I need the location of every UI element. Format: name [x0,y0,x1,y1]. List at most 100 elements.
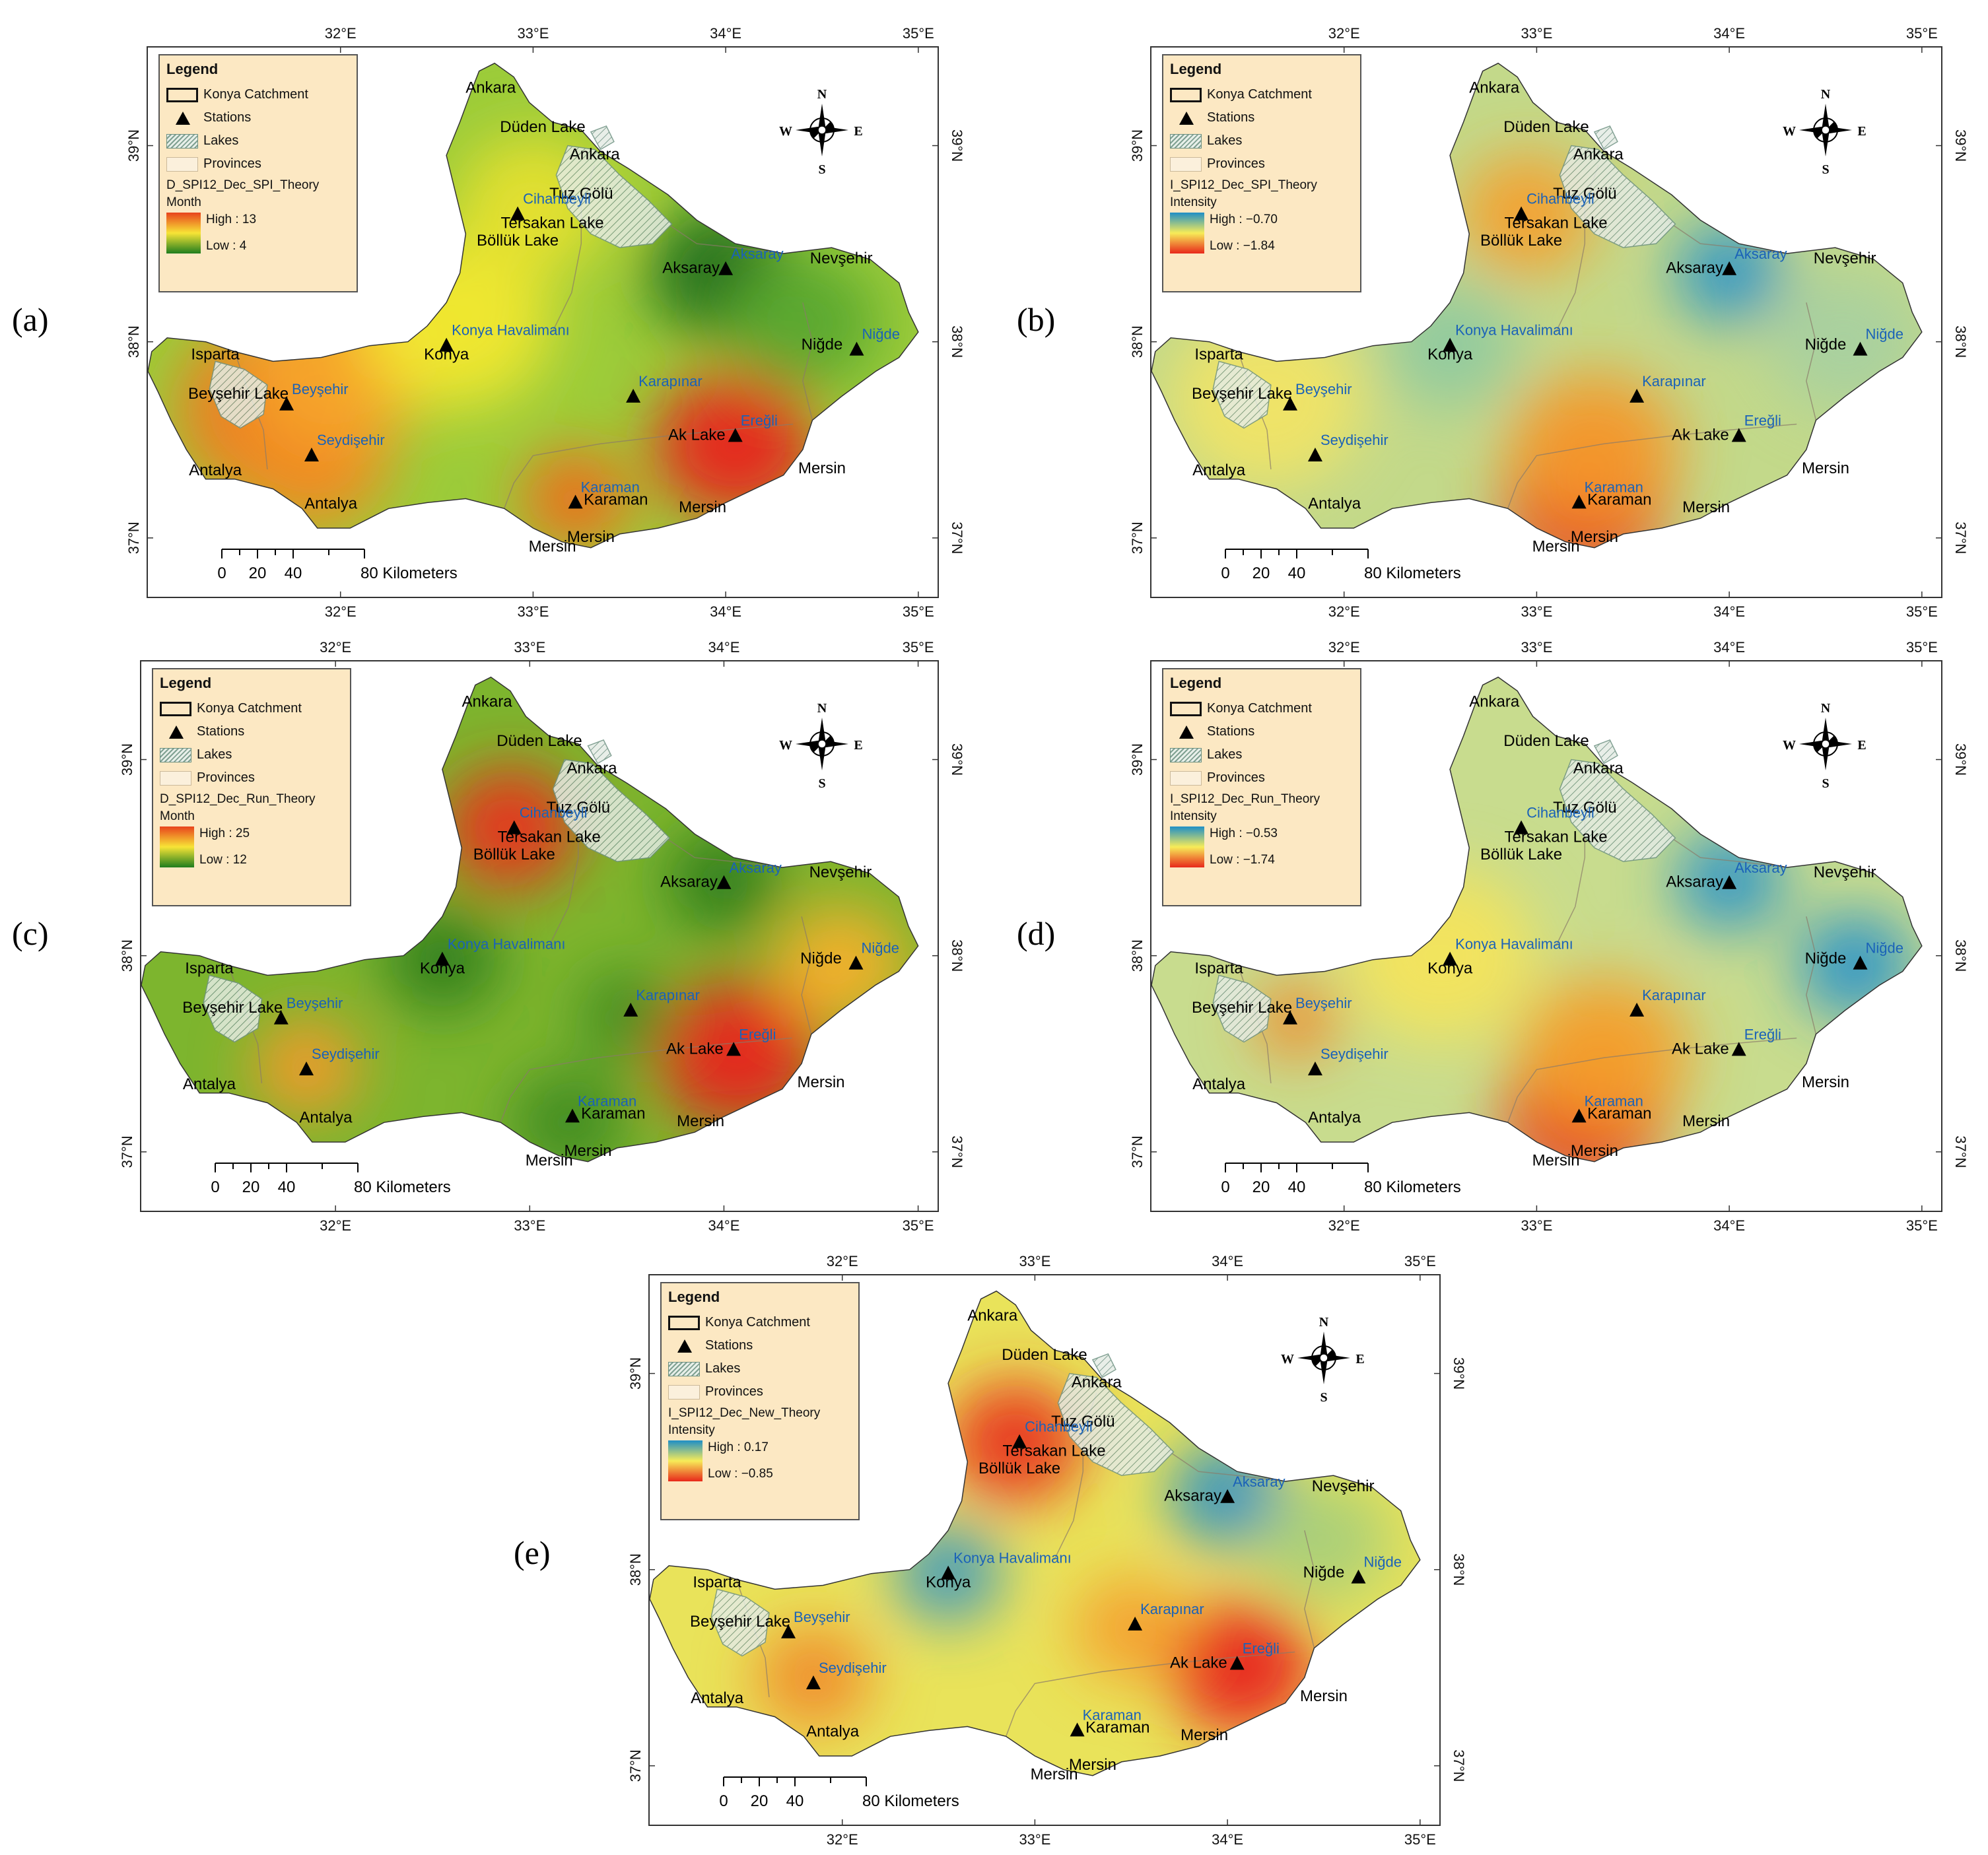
lon-tick-top: 32°E [1328,25,1360,42]
scale-label: 80 Kilometers [360,564,458,582]
place-label: Antalya [304,494,358,512]
panel-label-d: (d) [1017,915,1056,952]
station-label: Beyşehir [1295,381,1352,397]
station-marker[interactable] [1283,396,1298,411]
station-label: Beyşehir [287,995,343,1011]
station-marker[interactable] [941,1565,956,1580]
station-marker[interactable] [1443,337,1458,352]
legend-lakes: Lakes [166,129,350,152]
station-label: Seydişehir [1320,432,1388,448]
station-marker[interactable] [1220,1489,1235,1503]
surface-blob [1507,372,1682,528]
station-marker[interactable] [1722,261,1737,275]
station-marker[interactable] [1722,875,1737,889]
station-marker[interactable] [565,1108,580,1123]
legend-lakes: Lakes [1170,743,1354,766]
place-label: Mersin [1571,1142,1618,1160]
station-marker[interactable] [1012,1434,1027,1448]
compass-s: S [1822,776,1829,791]
station-marker[interactable] [1443,951,1458,966]
station-marker[interactable] [1629,388,1645,403]
station-marker[interactable] [568,494,583,509]
place-label: Mersin [1571,528,1618,546]
station-marker[interactable] [1307,1062,1322,1076]
station-marker[interactable] [434,951,450,966]
scale-bar: 0 20 40 80 Kilometers [217,549,458,582]
duden-lake [1593,125,1618,151]
scale-label: 0 [719,1792,728,1810]
station-marker[interactable] [728,428,743,442]
lon-tick-bottom: 35°E [903,1217,934,1234]
station-marker[interactable] [626,388,641,403]
station-label: Cihanbeyli [1526,191,1594,207]
lon-tick-top: 32°E [320,639,351,656]
scale-label: 80 Kilometers [1364,1178,1461,1196]
station-marker[interactable] [439,337,454,352]
station-marker[interactable] [1070,1722,1085,1737]
color-ramp [668,1440,703,1481]
place-label: Aksaray [1666,873,1723,891]
station-marker[interactable] [1629,1002,1645,1017]
triangle-icon [160,725,191,739]
station-marker[interactable] [1351,1569,1366,1584]
place-label: Mersin [1682,498,1730,516]
legend-stations: Stations [160,720,343,743]
station-marker[interactable] [623,1002,638,1017]
station-label: Cihanbeyli [523,191,591,207]
legend-box: Legend Konya Catchment Stations Lakes Pr… [660,1282,860,1520]
legend-unit: Intensity [668,1423,715,1437]
station-marker[interactable] [1731,428,1746,442]
legend-provinces: Provinces [166,152,350,176]
lon-tick-top: 32°E [325,25,357,42]
lon-tick-top: 33°E [514,639,545,656]
station-marker[interactable] [805,1675,821,1690]
station-marker[interactable] [1307,448,1322,462]
station-marker[interactable] [1229,1656,1245,1670]
place-label: Antalya [1192,461,1246,479]
station-marker[interactable] [1571,1108,1587,1123]
place-label: Antalya [1308,1108,1361,1126]
place-label: Antalya [299,1108,353,1126]
compass-n: N [817,87,827,102]
station-marker[interactable] [726,1042,741,1056]
place-label: Nevşehir [1312,1477,1375,1495]
station-marker[interactable] [299,1062,314,1076]
station-marker[interactable] [849,341,864,356]
station-marker[interactable] [1128,1616,1143,1631]
place-label: Böllük Lake [473,846,555,863]
station-marker[interactable] [304,448,319,462]
station-label: Konya Havalimanı [1455,936,1573,953]
place-label: Karaman [1587,490,1651,508]
place-label: Böllük Lake [477,232,559,250]
station-marker[interactable] [781,1624,796,1638]
station-marker[interactable] [279,396,294,411]
station-marker[interactable] [848,955,864,970]
station-marker[interactable] [1571,494,1587,509]
compass-e: E [1355,1352,1364,1366]
place-label: Ankara [1573,145,1624,163]
lat-tick-right: 38°N [1952,939,1969,972]
lat-tick-right: 39°N [949,743,965,776]
station-marker[interactable] [1514,206,1529,220]
legend-unit: Month [160,809,195,823]
lat-tick-right: 37°N [1952,1135,1969,1168]
scale-label: 80 Kilometers [354,1178,451,1196]
province-line [1005,1683,1036,1737]
lon-tick-top: 34°E [708,639,739,656]
province-line [1507,1069,1538,1123]
lat-tick-right: 37°N [949,1135,965,1168]
station-marker[interactable] [273,1010,289,1025]
station-marker[interactable] [1283,1010,1298,1025]
station-marker[interactable] [510,206,526,220]
station-marker[interactable] [1853,341,1868,356]
station-marker[interactable] [1853,955,1868,970]
station-marker[interactable] [718,261,734,275]
station-marker[interactable] [1731,1042,1746,1056]
station-marker[interactable] [716,875,732,889]
station-marker[interactable] [1514,820,1529,834]
station-marker[interactable] [506,820,522,834]
place-label: Mersin [526,1152,573,1170]
panel-label-a: (a) [12,301,49,338]
lon-tick-top: 33°E [1521,25,1552,42]
legend-provinces: Provinces [1170,152,1354,176]
